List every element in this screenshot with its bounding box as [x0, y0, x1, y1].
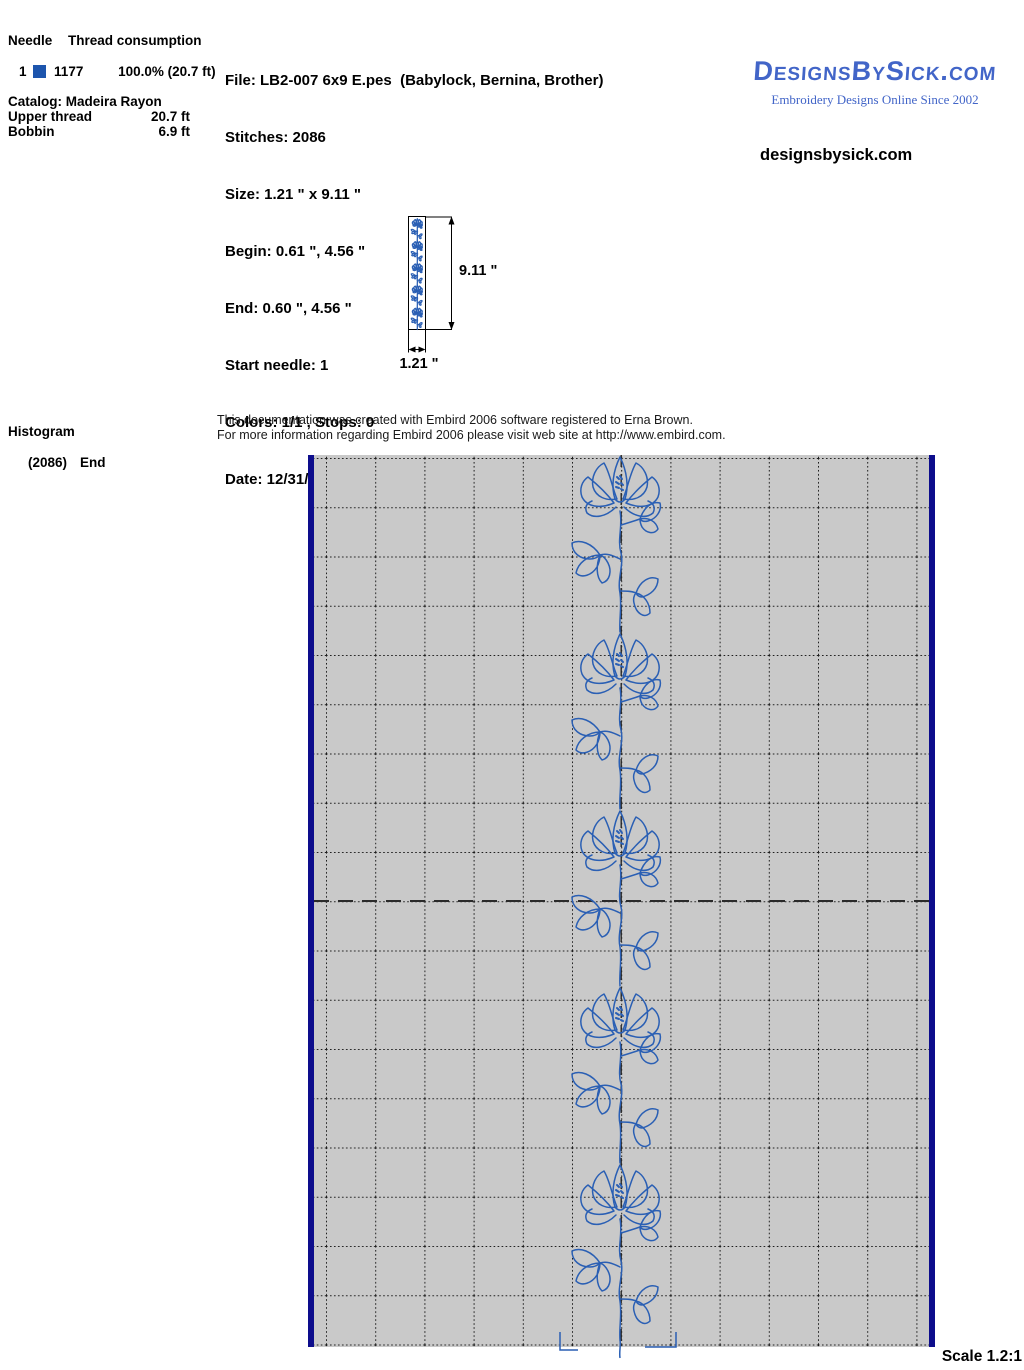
histogram-title: Histogram: [8, 424, 75, 439]
bobbin-value: 6.9 ft: [158, 124, 190, 139]
thread-color-swatch: [33, 65, 47, 78]
histogram-end-label: End: [80, 455, 106, 470]
right-hoop-border: [929, 455, 935, 1347]
begin-line: Begin: 0.61 ", 4.56 ": [225, 243, 366, 260]
start-needle-line: Start needle: 1: [225, 357, 329, 374]
width-dimension-label: 1.21 ": [399, 356, 439, 372]
notice-line-2: For more information regarding Embird 20…: [217, 427, 726, 442]
size-line: Size: 1.21 " x 9.11 ": [225, 186, 361, 203]
left-hoop-border: [308, 455, 314, 1347]
file-name-line: File: LB2-007 6x9 E.pes (Babylock, Berni…: [225, 72, 604, 89]
thread-code: 1177: [54, 64, 84, 79]
histogram-stitch-count: (2086): [28, 455, 68, 470]
design-canvas: [308, 455, 935, 1359]
dimension-arrowheads: [408, 216, 455, 353]
bobbin-row: Bobbin 6.9 ft: [8, 124, 190, 139]
notice-line-1: This documentation was created with Embi…: [217, 413, 693, 427]
catalog-line: Catalog: Madeira Rayon: [8, 94, 162, 109]
designsbysick-logo: DesignsBySick.com: [752, 56, 998, 86]
upper-thread-label: Upper thread: [8, 109, 93, 124]
histogram-entry: (2086) End: [28, 455, 106, 470]
upper-thread-value: 20.7 ft: [150, 109, 190, 124]
logo-tagline: Embroidery Designs Online Since 2002: [771, 92, 979, 107]
stem-tail: [618, 1339, 622, 1359]
end-marker: [645, 1332, 677, 1348]
thread-panel-header: Needle Thread consumption: [8, 33, 202, 48]
needle-number: 1: [19, 64, 27, 79]
thread-consumption-value: 100.0% (20.7 ft): [118, 64, 216, 79]
needle-row: 1 1177 100.0% (20.7 ft): [19, 64, 216, 79]
bobbin-label: Bobbin: [8, 124, 55, 139]
dimension-preview-figure: [408, 216, 455, 353]
upper-thread-row: Upper thread 20.7 ft: [8, 109, 190, 124]
needle-column-header: Needle: [8, 33, 53, 48]
embroidery-design: [559, 457, 677, 1359]
colors-line: Colors: 1/1 , Stops: 0: [225, 414, 375, 431]
consumption-column-header: Thread consumption: [68, 33, 202, 48]
begin-marker: [559, 1332, 578, 1351]
scale-label: Scale 1.2:1: [941, 1348, 1022, 1365]
stitches-line: Stitches: 2086: [225, 129, 326, 146]
website-text: designsbysick.com: [760, 146, 913, 164]
embird-notice: This documentation was created with Embi…: [217, 413, 726, 442]
end-line: End: 0.60 ", 4.56 ": [225, 300, 352, 317]
swatch-rect: [33, 65, 47, 78]
height-dimension-label: 9.11 ": [459, 263, 498, 279]
